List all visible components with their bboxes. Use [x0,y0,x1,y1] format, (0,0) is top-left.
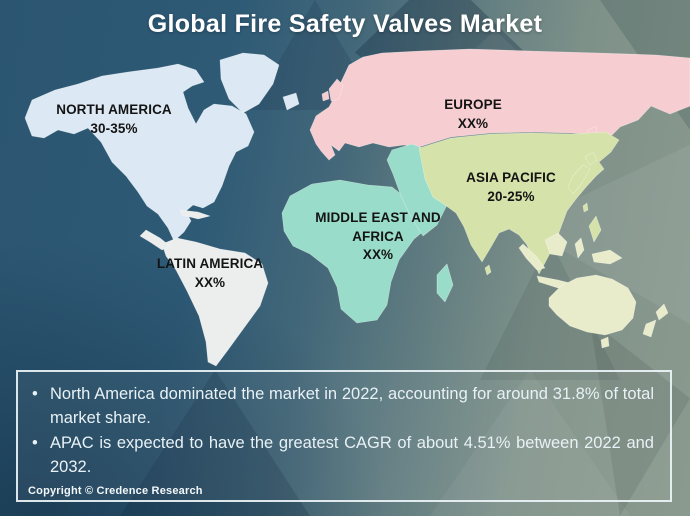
region-name: LATIN AMERICA [156,256,264,271]
bullet-icon: • [32,434,38,452]
region-label-north-america: NORTH AMERICA 30-35% [56,101,172,138]
insight-text: North America dominated the market in 20… [50,385,654,427]
region-name: EUROPE [444,97,502,112]
world-map [24,48,690,367]
asia-pacific-landmass [418,131,620,276]
insights-list: • North America dominated the market in … [18,372,670,479]
region-value: XX% [457,115,489,131]
region-value: XX% [362,247,394,263]
region-name: ASIA PACIFIC [466,170,556,185]
region-label-latin-america: LATIN AMERICA XX% [157,255,263,292]
insight-bullet: • APAC is expected to have the greatest … [32,431,654,479]
page-title: Global Fire Safety Valves Market [0,10,690,39]
region-label-asia-pacific: ASIA PACIFIC 20-25% [466,169,556,206]
bullet-icon: • [32,385,38,403]
region-value: 30-35% [90,120,138,136]
insights-panel: • North America dominated the market in … [16,370,672,502]
insight-bullet: • North America dominated the market in … [32,382,654,430]
region-value: XX% [194,274,226,290]
north-america-landmass [24,52,300,242]
region-label-middle-east-africa: MIDDLE EAST AND AFRICA XX% [307,209,449,265]
page-title-rest: Fire Safety Valves Market [227,10,543,38]
copyright-notice: Copyright © Credence Research [28,485,203,497]
insight-text: APAC is expected to have the greatest CA… [50,434,654,476]
page-title-emphasis: Global [147,10,228,38]
region-value: 20-25% [487,188,535,204]
region-name: NORTH AMERICA [56,102,172,117]
oceania-landmass [518,232,669,349]
latin-america-landmass [139,209,269,367]
region-name: MIDDLE EAST AND AFRICA [315,210,441,244]
region-label-europe: EUROPE XX% [444,96,502,133]
